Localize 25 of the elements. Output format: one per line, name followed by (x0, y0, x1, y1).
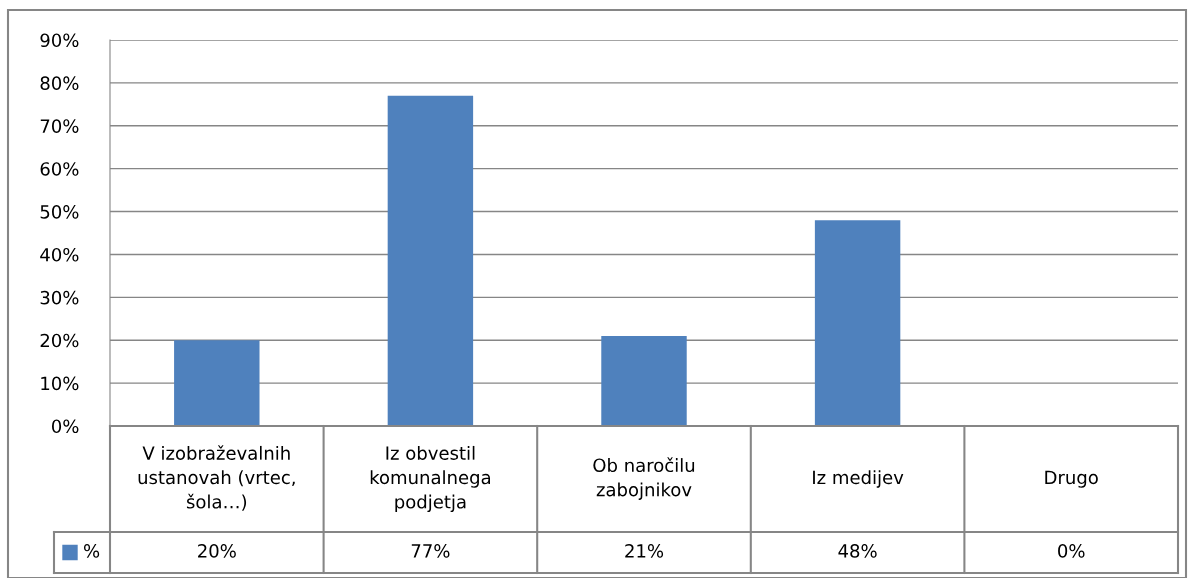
bar (387, 95, 474, 426)
y-tick-label: 80% (40, 76, 79, 91)
y-tick-label: 40% (40, 247, 79, 262)
data-label: 20% (198, 544, 236, 558)
y-tick-label: 70% (40, 119, 79, 133)
x-tick-label: Ob naročilu zabojnikov (593, 457, 695, 500)
x-tick-label: Drugo (1045, 470, 1098, 488)
data-label: 48% (838, 544, 877, 558)
data-label: 21% (625, 544, 664, 558)
data-label: 77% (411, 544, 450, 558)
y-tick-label: 60% (40, 162, 79, 176)
y-tick-label: 0% (51, 419, 79, 434)
x-tick-label: Iz obvestil komunalnega podjetja (370, 445, 490, 513)
data-label: 0% (1058, 544, 1085, 558)
bar (601, 335, 687, 426)
y-tick-label: 50% (40, 205, 79, 219)
y-tick-label: 30% (40, 290, 79, 305)
bar (814, 220, 901, 426)
y-tick-label: 10% (41, 376, 79, 391)
y-tick-label: 90% (40, 33, 79, 48)
x-tick-label: V izobraževalnih ustanovah (vrtec, šola…) (138, 445, 295, 511)
x-tick-label: Iz medijev (813, 470, 904, 488)
y-tick-label: 20% (40, 333, 79, 348)
bar (174, 340, 260, 426)
legend-label: % (84, 544, 100, 558)
